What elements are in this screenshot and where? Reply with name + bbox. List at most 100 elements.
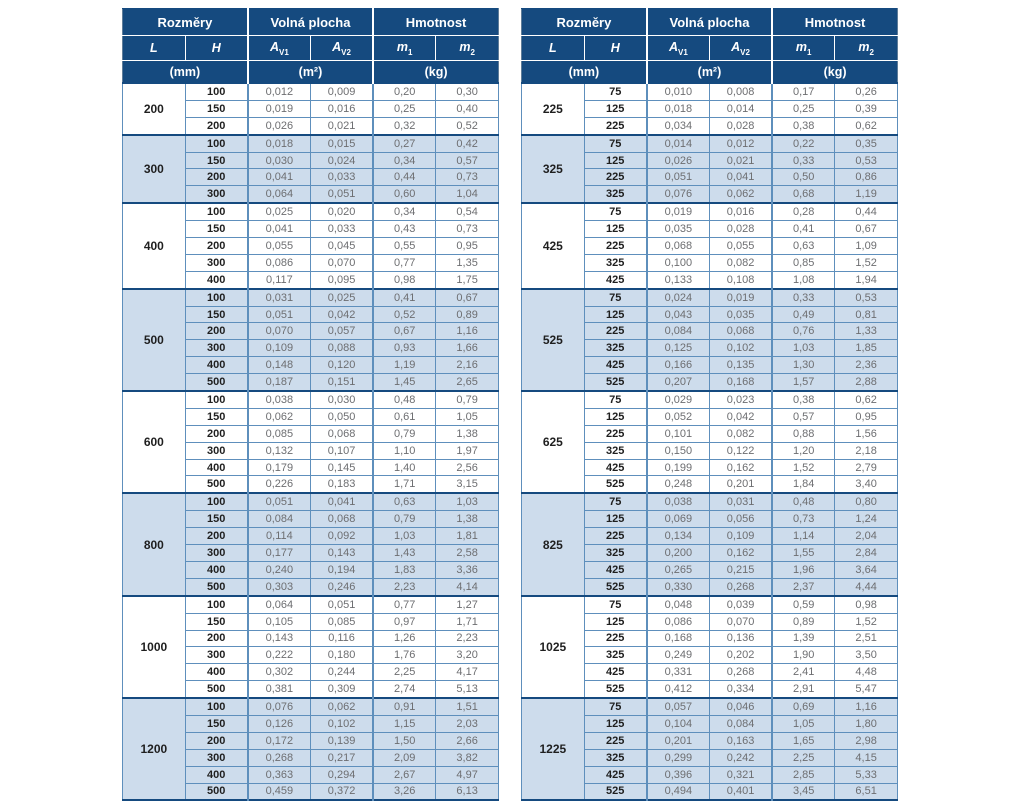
value-m1-cell: 2,41 xyxy=(771,663,836,682)
value-m1-cell: 1,40 xyxy=(372,458,437,477)
value-av1-cell: 0,459 xyxy=(246,782,311,801)
col-header-m1-base: m xyxy=(795,39,808,54)
table-row: 150 0,041 0,033 0,43 0,73 xyxy=(123,220,499,239)
value-av2-cell: 0,033 xyxy=(309,168,374,187)
value-m2-cell: 1,85 xyxy=(834,339,898,358)
value-av1-cell: 0,109 xyxy=(246,339,311,358)
value-m2-cell: 1,81 xyxy=(435,527,499,546)
value-m2-cell: 2,23 xyxy=(435,629,499,648)
header-free-area: Volná plocha xyxy=(246,8,374,36)
value-m2-cell: 2,98 xyxy=(834,731,898,750)
value-av2-cell: 0,088 xyxy=(309,339,374,358)
table-row: 800 100 0,051 0,041 0,63 1,03 xyxy=(122,492,499,597)
dimension-H-cell: 400 xyxy=(184,663,249,682)
value-av1-cell: 0,051 xyxy=(645,168,710,187)
value-m1-cell: 1,65 xyxy=(771,731,836,750)
table-row: 125 0,043 0,035 0,49 0,81 xyxy=(522,305,898,324)
value-m2-cell: 2,18 xyxy=(834,441,898,460)
table-row: 150 0,062 0,050 0,61 1,05 xyxy=(123,407,499,426)
table-row: 425 0,133 0,108 1,08 1,94 xyxy=(522,270,898,290)
table-row: 225 75 0,010 0,008 0,17 0,26 xyxy=(521,81,898,136)
value-av1-cell: 0,024 xyxy=(645,287,710,307)
dimension-H-cell: 400 xyxy=(184,270,249,290)
value-m1-cell: 1,14 xyxy=(771,527,836,546)
value-m1-cell: 1,57 xyxy=(771,373,836,392)
table-row: 300 0,177 0,143 1,43 2,58 xyxy=(123,544,499,562)
value-av2-cell: 0,107 xyxy=(309,441,374,460)
value-av2-cell: 0,163 xyxy=(708,731,773,750)
table-row: 325 0,200 0,162 1,55 2,84 xyxy=(522,544,898,562)
dimension-H-cell: 200 xyxy=(184,731,249,750)
col-header-av1-sub: V1 xyxy=(279,48,289,58)
col-header-av2: AV2 xyxy=(309,35,374,61)
header-free-area: Volná plocha xyxy=(645,8,773,36)
col-header-m1-base: m xyxy=(396,39,409,54)
value-m2-cell: 0,54 xyxy=(435,202,499,222)
value-av2-cell: 0,372 xyxy=(309,782,374,801)
dimension-H-cell: 75 xyxy=(583,492,648,512)
value-m2-cell: 1,66 xyxy=(435,339,499,358)
dimension-H-cell: 125 xyxy=(583,612,648,631)
value-m1-cell: 0,38 xyxy=(771,116,836,136)
table-body-left: 200 100 0,012 0,009 0,20 0,30 150 0,019 0,016 0,2… xyxy=(122,81,499,801)
value-m1-cell: 0,97 xyxy=(372,612,437,631)
value-av2-cell: 0,082 xyxy=(708,253,773,272)
value-m2-cell: 0,95 xyxy=(435,237,499,255)
value-av2-cell: 0,217 xyxy=(309,748,374,767)
value-m2-cell: 1,27 xyxy=(435,594,499,614)
dimension-H-cell: 150 xyxy=(184,714,249,733)
table-row: 1200 100 0,076 0,062 0,91 1,51 xyxy=(122,697,499,801)
value-av1-cell: 0,302 xyxy=(246,663,311,682)
dimension-tables: Rozměry Volná plocha Hmotnost L H AV1 AV… xyxy=(122,8,898,801)
value-m1-cell: 0,33 xyxy=(771,151,836,170)
table-row: 125 0,069 0,056 0,73 1,24 xyxy=(522,510,898,529)
value-av2-cell: 0,145 xyxy=(309,458,374,477)
value-av1-cell: 0,086 xyxy=(246,253,311,272)
dimension-H-cell: 200 xyxy=(184,629,249,648)
value-m2-cell: 1,97 xyxy=(435,441,499,460)
value-av1-cell: 0,330 xyxy=(645,577,710,597)
value-m1-cell: 1,55 xyxy=(771,544,836,562)
dimension-H-cell: 500 xyxy=(184,782,249,801)
table-row: 200 0,085 0,068 0,79 1,38 xyxy=(123,424,499,443)
value-m2-cell: 0,62 xyxy=(834,390,898,409)
value-av1-cell: 0,018 xyxy=(246,133,311,153)
table-row: 125 0,104 0,084 1,05 1,80 xyxy=(522,714,898,733)
value-av1-cell: 0,041 xyxy=(246,168,311,187)
value-m1-cell: 0,69 xyxy=(771,697,836,716)
table-row: 425 0,199 0,162 1,52 2,79 xyxy=(522,458,898,477)
value-av1-cell: 0,051 xyxy=(246,492,311,512)
dimension-H-cell: 225 xyxy=(583,168,648,187)
value-m1-cell: 1,96 xyxy=(771,560,836,579)
table-row: 200 0,172 0,139 1,50 2,66 xyxy=(123,731,499,750)
col-header-av2-sub: V2 xyxy=(740,48,750,58)
value-m2-cell: 1,35 xyxy=(435,253,499,272)
header-units-row: (mm) (m²) (kg) xyxy=(521,60,898,84)
col-header-av2-base: A xyxy=(332,39,342,54)
value-av1-cell: 0,265 xyxy=(645,560,710,579)
value-av2-cell: 0,051 xyxy=(309,185,374,204)
value-m1-cell: 1,19 xyxy=(372,356,437,375)
value-m1-cell: 2,85 xyxy=(771,765,836,784)
value-av2-cell: 0,183 xyxy=(309,475,374,494)
value-m1-cell: 0,85 xyxy=(771,253,836,272)
dimension-H-cell: 400 xyxy=(184,356,249,375)
col-header-L-label: L xyxy=(549,41,557,55)
value-m1-cell: 0,79 xyxy=(372,424,437,443)
value-m1-cell: 0,63 xyxy=(372,492,437,512)
col-header-L: L xyxy=(122,35,186,61)
value-m1-cell: 0,43 xyxy=(372,220,437,239)
dimension-H-cell: 525 xyxy=(583,577,648,597)
dimension-H-cell: 150 xyxy=(184,407,249,426)
dimension-H-cell: 300 xyxy=(184,441,249,460)
header-column-row: L H AV1 AV2 m1 m2 xyxy=(521,35,898,61)
dimension-H-cell: 125 xyxy=(583,407,648,426)
value-av2-cell: 0,070 xyxy=(708,612,773,631)
value-av1-cell: 0,248 xyxy=(645,475,710,494)
dimension-L-cell: 225 xyxy=(521,82,585,136)
table-row: 400 0,302 0,244 2,25 4,17 xyxy=(123,663,499,682)
value-av1-cell: 0,201 xyxy=(645,731,710,750)
table-row: 1025 75 0,048 0,039 0,59 0,98 xyxy=(521,594,898,699)
value-av2-cell: 0,246 xyxy=(309,577,374,597)
value-av2-cell: 0,035 xyxy=(708,305,773,324)
